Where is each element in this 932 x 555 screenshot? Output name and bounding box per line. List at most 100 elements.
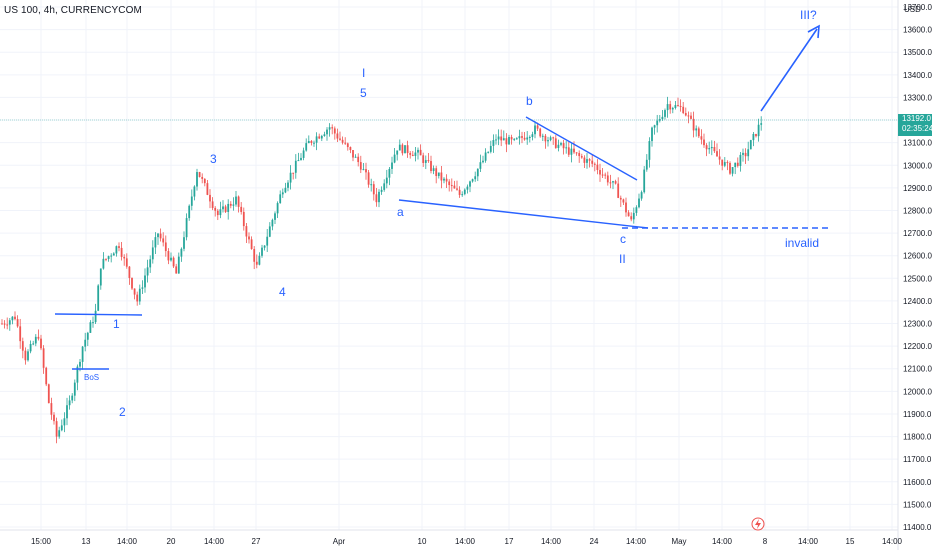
candle-down bbox=[349, 147, 352, 151]
wave-label-a: a bbox=[397, 205, 404, 219]
candle-up bbox=[274, 213, 276, 220]
candle-up bbox=[232, 204, 235, 206]
candle-down bbox=[435, 168, 438, 177]
bos-upper-line[interactable] bbox=[54, 313, 143, 316]
candle-down bbox=[630, 216, 633, 220]
candle-down bbox=[198, 172, 201, 177]
candle-up bbox=[263, 245, 266, 248]
candle-down bbox=[359, 162, 362, 170]
candle-up bbox=[84, 339, 87, 347]
candle-up bbox=[531, 134, 534, 137]
candle-up bbox=[648, 141, 651, 160]
candle-up bbox=[526, 137, 529, 140]
candle-up bbox=[188, 205, 191, 219]
candle-down bbox=[367, 172, 370, 185]
candle-down bbox=[614, 181, 617, 184]
candle-down bbox=[250, 239, 253, 250]
candle-up bbox=[284, 187, 287, 193]
price-tick-label: 12200.0 bbox=[903, 342, 932, 351]
candle-up bbox=[414, 152, 417, 156]
candle-up bbox=[391, 162, 393, 169]
candle-up bbox=[315, 136, 318, 143]
candle-down bbox=[580, 156, 583, 158]
candle-up bbox=[141, 287, 144, 289]
candle-up bbox=[708, 148, 711, 150]
candle-up bbox=[63, 418, 66, 426]
candle-up bbox=[695, 128, 698, 131]
candle-down bbox=[562, 143, 565, 149]
candle-up bbox=[11, 316, 14, 321]
candle-down bbox=[372, 184, 375, 195]
candle-down bbox=[352, 150, 354, 158]
candle-up bbox=[396, 150, 399, 155]
candle-down bbox=[619, 197, 622, 200]
candle-up bbox=[502, 138, 505, 141]
candle-down bbox=[310, 141, 313, 143]
candle-down bbox=[1, 323, 3, 325]
candle-down bbox=[123, 256, 126, 259]
candle-up bbox=[474, 176, 477, 180]
candle-down bbox=[679, 105, 682, 107]
candle-down bbox=[118, 246, 120, 248]
last-price-value: 13192.0 bbox=[902, 114, 931, 123]
candle-down bbox=[357, 156, 360, 163]
candle-up bbox=[326, 129, 328, 135]
candle-up bbox=[674, 105, 677, 108]
candle-up bbox=[469, 181, 471, 187]
candle-up bbox=[60, 425, 63, 431]
candle-down bbox=[606, 175, 609, 183]
candle-up bbox=[476, 168, 479, 177]
candle-up bbox=[294, 160, 297, 173]
candle-down bbox=[211, 201, 214, 208]
candle-up bbox=[362, 169, 365, 171]
candle-down bbox=[136, 294, 139, 302]
time-axis[interactable]: 15:00 13 14:00 20 14:00 27 Apr 10 14:00 17 14:00 24… bbox=[31, 537, 903, 546]
candle-up bbox=[471, 179, 474, 182]
price-tick-label: 13000.0 bbox=[903, 161, 932, 170]
candle-down bbox=[19, 326, 22, 342]
price-axis[interactable]: 11400.0 11500.0 11600.0 11700.0 11800.0 11900… bbox=[903, 3, 932, 532]
wave-label-1: 1 bbox=[113, 317, 120, 331]
candle-up bbox=[58, 430, 61, 437]
wave-label-b: b bbox=[526, 94, 533, 108]
lightning-icon[interactable] bbox=[751, 517, 765, 531]
candle-down bbox=[120, 247, 123, 257]
price-tick-label: 11700.0 bbox=[903, 455, 932, 464]
price-tick-label: 13100.0 bbox=[903, 139, 932, 148]
candle-up bbox=[102, 258, 105, 269]
time-tick-label: 14:00 bbox=[798, 537, 819, 546]
wedge-upper-line[interactable] bbox=[525, 116, 638, 181]
time-tick-label: 14:00 bbox=[204, 537, 225, 546]
countdown-value: 02:35:24 bbox=[902, 124, 932, 133]
candle-up bbox=[661, 116, 664, 120]
wave-label-III: III? bbox=[800, 8, 817, 22]
candle-up bbox=[170, 257, 172, 261]
price-tick-label: 12300.0 bbox=[903, 320, 932, 329]
candle-up bbox=[149, 259, 152, 268]
wedge-lower-line[interactable] bbox=[398, 199, 649, 229]
candle-up bbox=[97, 285, 100, 311]
candle-down bbox=[575, 152, 578, 154]
time-tick-label: 10 bbox=[418, 537, 427, 546]
candle-up bbox=[492, 140, 495, 146]
candle-down bbox=[255, 261, 258, 265]
candle-down bbox=[669, 104, 672, 110]
candle-down bbox=[206, 183, 209, 195]
projection-arrowhead-icon bbox=[807, 24, 820, 39]
time-tick-label: 24 bbox=[590, 537, 599, 546]
candle-up bbox=[638, 198, 640, 208]
candle-up bbox=[656, 120, 659, 126]
candle-up bbox=[110, 255, 113, 257]
candle-up bbox=[66, 405, 68, 419]
candle-up bbox=[557, 144, 560, 148]
candle-up bbox=[383, 183, 386, 190]
time-tick-label: 14:00 bbox=[626, 537, 647, 546]
candle-down bbox=[505, 138, 508, 145]
candle-up bbox=[651, 127, 653, 142]
candle-up bbox=[664, 110, 666, 117]
wave-label-5: 5 bbox=[360, 86, 367, 100]
time-tick-label: 14:00 bbox=[117, 537, 138, 546]
projection-arrow-line[interactable] bbox=[760, 28, 818, 112]
